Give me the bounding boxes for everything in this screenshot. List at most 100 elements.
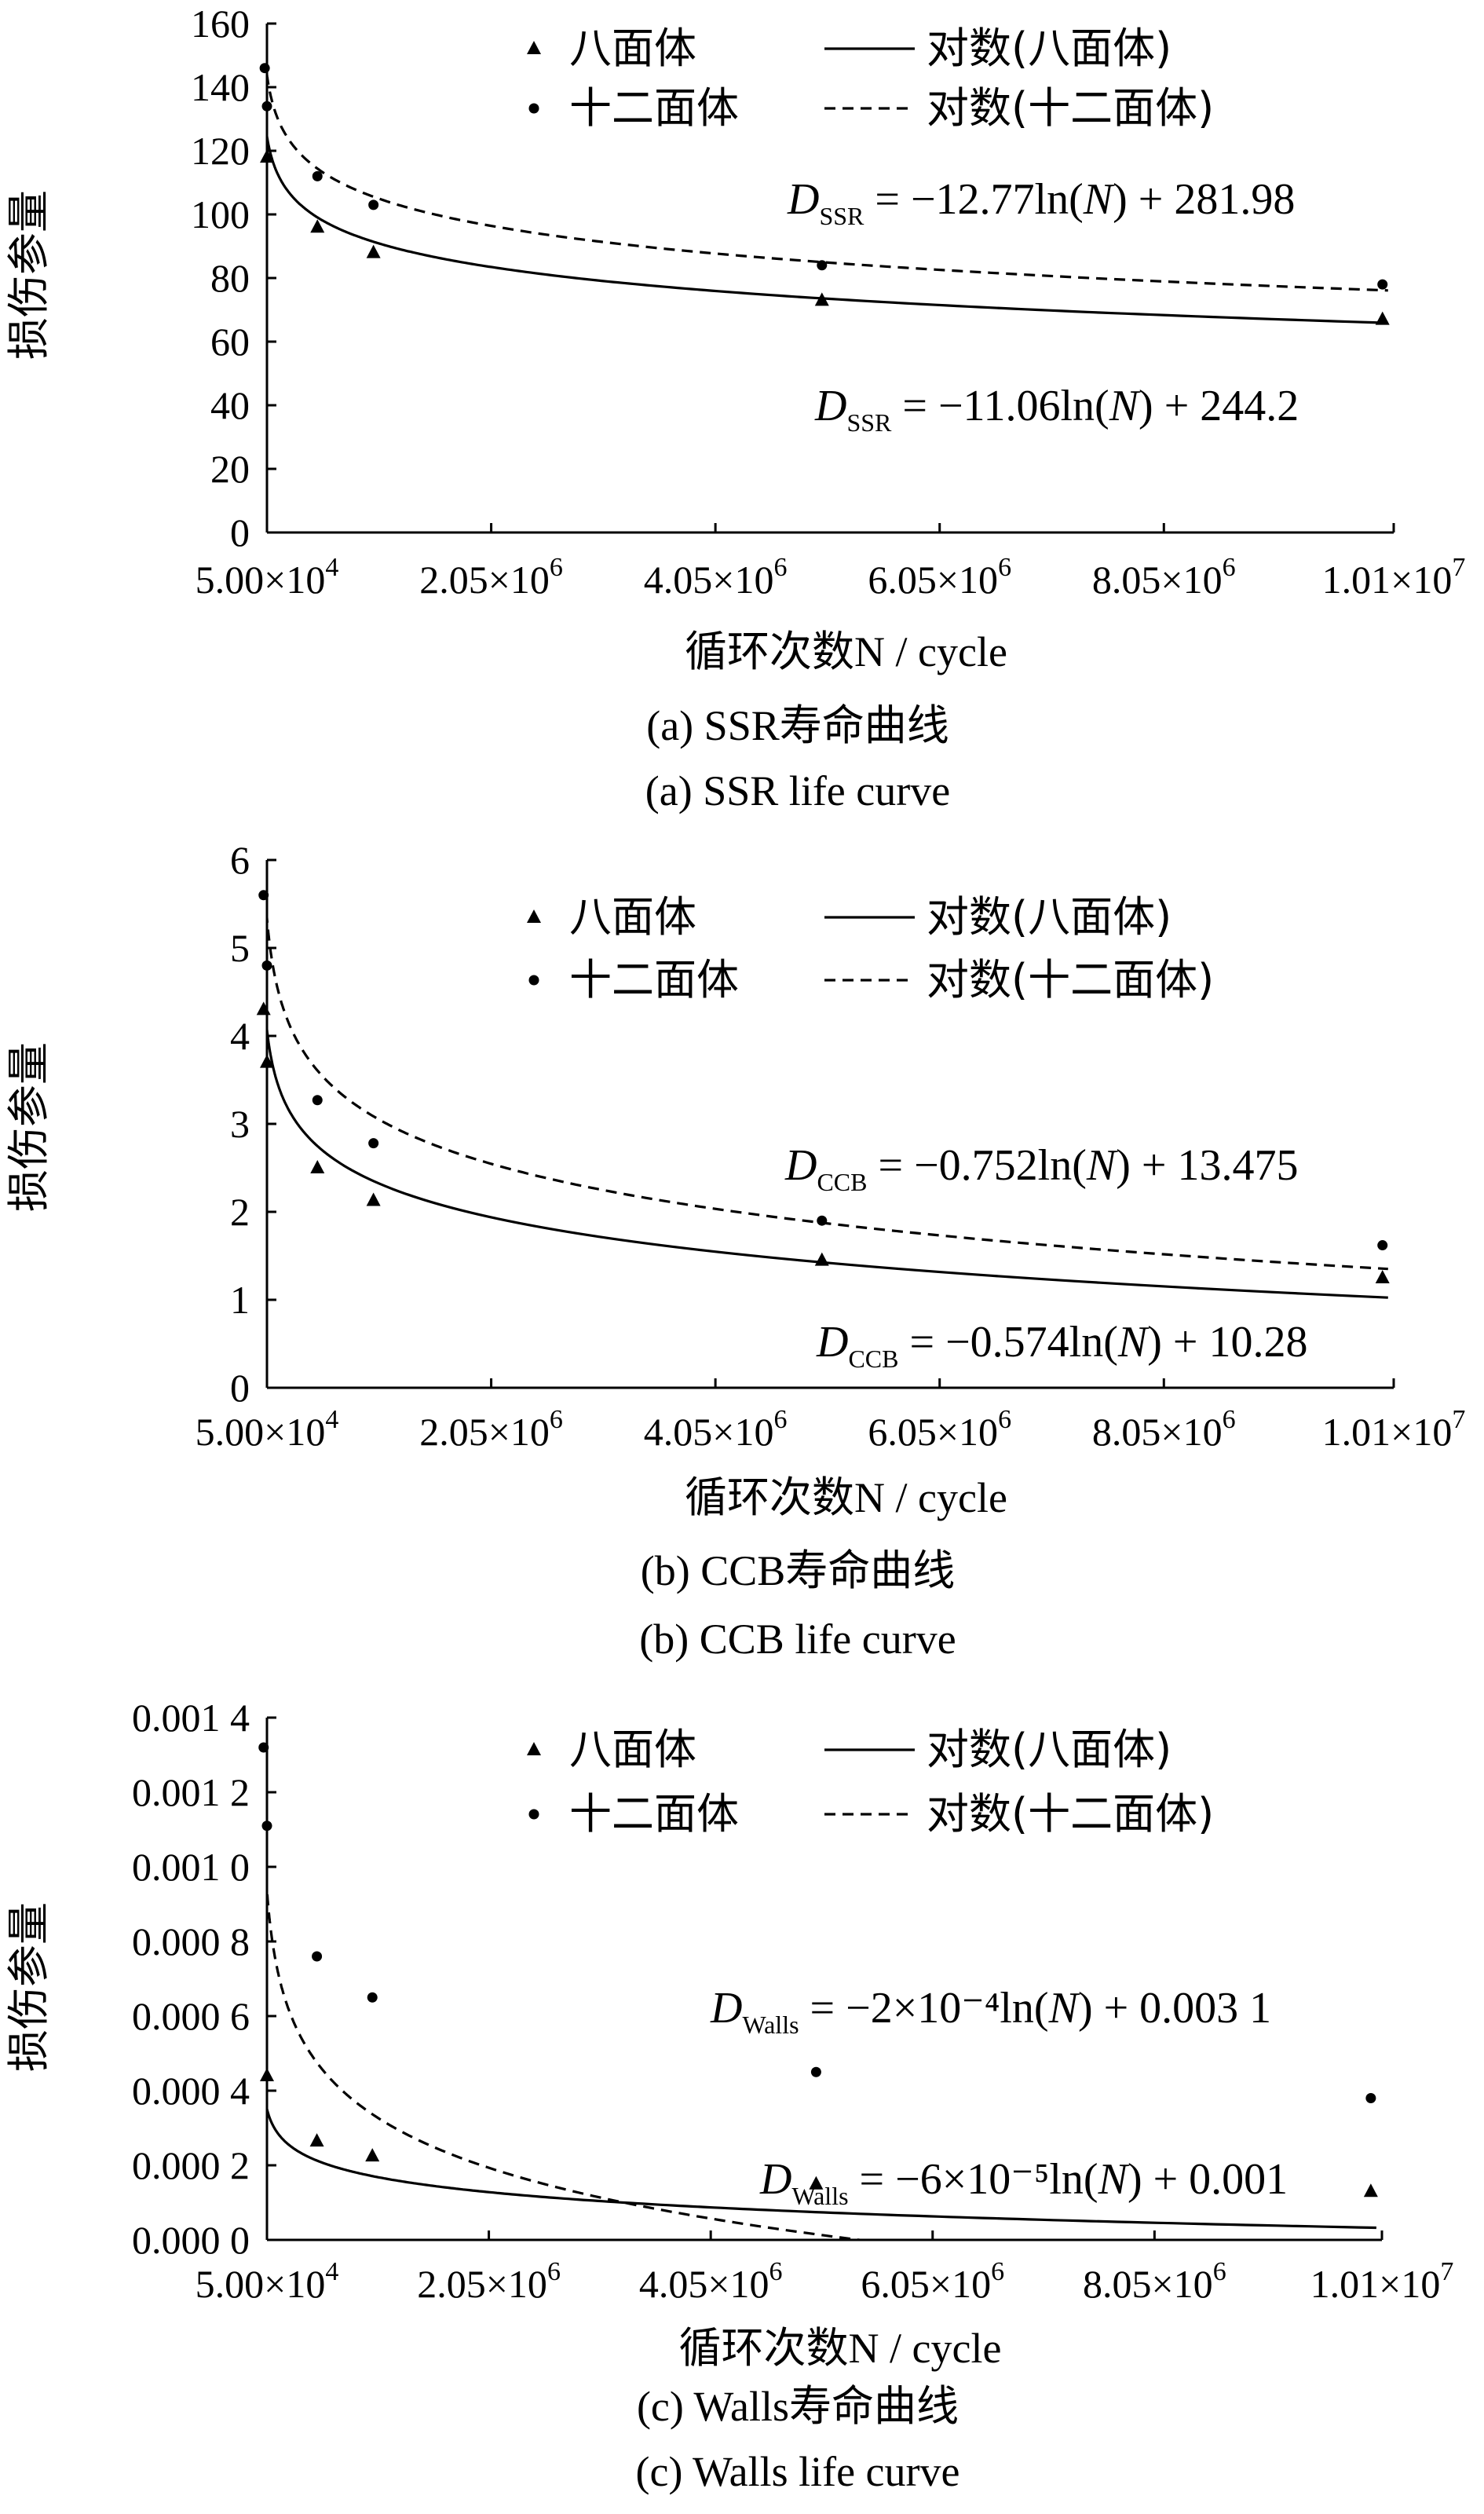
legend-label: 对数(十二面体): [927, 955, 1214, 1005]
data-point-triangle: [814, 292, 829, 306]
data-point-dot: [258, 1742, 269, 1753]
x-tick-exponent: 6: [773, 1405, 787, 1434]
x-tick-label: 4.05×106: [639, 2257, 783, 2306]
x-tick-label: 1.01×107: [1310, 2257, 1454, 2306]
y-tick-label: 0.000 0: [132, 2218, 250, 2262]
x-tick-exponent: 7: [1452, 553, 1465, 582]
x-tick-mantissa: 2.05×10: [419, 1410, 550, 1454]
y-tick-label: 0.001 2: [132, 1770, 250, 1814]
x-tick-label: 2.05×106: [417, 2257, 561, 2306]
legend-label: 十二面体: [569, 955, 739, 1005]
x-tick-exponent: 6: [1223, 1405, 1236, 1434]
data-point-dot: [1377, 279, 1388, 290]
data-point-triangle: [1363, 2183, 1378, 2197]
data-point-dot: [367, 1992, 378, 2003]
y-tick-label: 0.001 0: [132, 1845, 250, 1889]
y-tick-label: 2: [230, 1190, 250, 1234]
data-point-triangle: [256, 1001, 271, 1015]
x-tick-exponent: 6: [769, 2257, 783, 2286]
equation-symbol: D: [759, 2155, 791, 2204]
x-tick-mantissa: 1.01×10: [1322, 558, 1453, 602]
equation-subscript: Walls: [791, 2182, 848, 2210]
fit-equation: DSSR = −12.77ln(N) + 281.98: [787, 175, 1295, 230]
fit-equation: DWalls = −2×10⁻⁴ln(N) + 0.003 1: [710, 1984, 1271, 2039]
data-point-triangle: [366, 1192, 381, 1206]
fit-curve-dashed: [267, 902, 1388, 1271]
caption-cn: (c) Walls寿命曲线: [637, 2383, 959, 2430]
legend-marker-triangle: [527, 41, 541, 54]
caption-cn: (a) SSR寿命曲线: [646, 702, 949, 749]
y-tick-label: 1: [230, 1278, 250, 1322]
x-tick-exponent: 4: [325, 553, 338, 582]
x-tick-label: 8.05×106: [1092, 553, 1236, 602]
equation-subscript: CCB: [817, 1168, 867, 1196]
x-tick-label: 6.05×106: [868, 1405, 1011, 1454]
data-point-dot: [259, 63, 270, 74]
equation-body: = −0.752ln(: [867, 1141, 1086, 1190]
legend-label: 对数(八面体): [927, 892, 1171, 942]
data-point-dot: [1365, 2093, 1376, 2103]
data-point-dot: [817, 1215, 828, 1226]
y-tick-label: 100: [191, 192, 250, 236]
y-axis-label: 损伤参量: [4, 1902, 53, 2072]
x-tick-label: 8.05×106: [1083, 2257, 1226, 2306]
y-tick-label: 0.000 6: [132, 1994, 250, 2038]
x-tick-label: 1.01×107: [1322, 1405, 1466, 1454]
fit-curve-solid: [267, 2102, 1376, 2230]
x-tick-label: 6.05×106: [868, 553, 1011, 602]
x-tick-label: 8.05×106: [1092, 1405, 1236, 1454]
equation-variable: N: [1098, 2155, 1130, 2204]
y-tick-label: 20: [210, 447, 250, 491]
equation-tail: ) + 10.28: [1147, 1318, 1307, 1367]
x-tick-exponent: 6: [550, 1405, 563, 1434]
x-tick-mantissa: 4.05×10: [644, 1410, 774, 1454]
equation-subscript: SSR: [846, 408, 892, 437]
data-point-dot: [810, 2066, 821, 2077]
data-point-triangle: [310, 219, 325, 233]
equation-symbol: D: [784, 1141, 817, 1190]
data-point-dot: [817, 260, 828, 271]
x-tick-mantissa: 5.00×10: [196, 2262, 326, 2306]
equation-variable: N: [1109, 382, 1141, 430]
data-point-dot: [368, 1138, 379, 1149]
x-tick-label: 4.05×106: [644, 553, 788, 602]
x-tick-mantissa: 8.05×10: [1092, 1410, 1223, 1454]
equation-symbol: D: [710, 1984, 742, 2033]
x-tick-mantissa: 4.05×10: [639, 2262, 769, 2306]
x-tick-exponent: 6: [998, 1405, 1011, 1434]
legend-marker-dot: [528, 103, 539, 114]
data-point-triangle: [366, 244, 381, 258]
equation-subscript: Walls: [742, 2011, 799, 2039]
data-point-triangle: [1375, 1270, 1390, 1283]
data-point-triangle: [814, 1252, 829, 1266]
legend-label: 八面体: [569, 892, 696, 942]
data-point-triangle: [1375, 311, 1390, 325]
x-tick-mantissa: 1.01×10: [1322, 1410, 1453, 1454]
y-tick-label: 40: [210, 383, 250, 427]
x-tick-label: 6.05×106: [861, 2257, 1004, 2306]
equation-tail: ) + 0.003 1: [1078, 1984, 1271, 2033]
y-tick-label: 4: [230, 1014, 250, 1058]
x-tick-label: 2.05×106: [419, 553, 563, 602]
legend-label: 八面体: [569, 1725, 696, 1774]
x-tick-label: 5.00×104: [196, 553, 339, 602]
x-tick-mantissa: 2.05×10: [417, 2262, 547, 2306]
equation-variable: N: [1048, 1984, 1080, 2033]
equation-variable: N: [1083, 175, 1115, 224]
y-tick-label: 0.000 2: [132, 2143, 250, 2187]
caption-en: (c) Walls life curve: [636, 2448, 960, 2495]
data-point-triangle: [260, 1054, 274, 1068]
y-tick-label: 140: [191, 65, 250, 109]
fit-curve-solid: [267, 127, 1388, 324]
legend-label: 对数(八面体): [927, 1725, 1171, 1774]
data-point-triangle: [260, 149, 274, 163]
x-tick-mantissa: 4.05×10: [644, 558, 774, 602]
fit-curve-dashed: [267, 1871, 870, 2240]
x-tick-exponent: 4: [325, 1405, 338, 1434]
equation-variable: N: [1086, 1141, 1118, 1190]
caption-cn: (b) CCB寿命曲线: [641, 1547, 956, 1594]
